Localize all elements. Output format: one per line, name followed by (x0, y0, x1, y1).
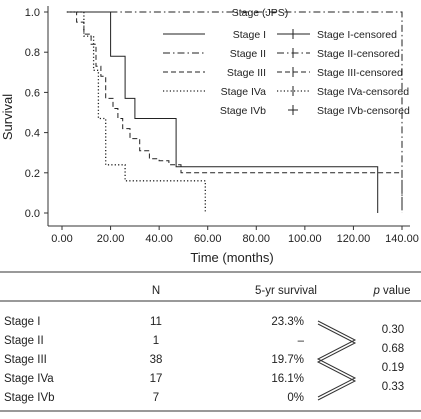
x-axis-title: Time (months) (190, 250, 273, 265)
p-italic: p (372, 285, 380, 297)
y-tick-label: 0.6 (25, 87, 40, 99)
x-tick-label: 80.00 (243, 233, 271, 245)
survival-curve-stage-i (66, 11, 379, 213)
table-survival-value: – (298, 335, 305, 347)
table-header-survival: 5-yr survival (255, 285, 317, 297)
legend-label: Stage IVb (220, 105, 266, 117)
legend-censored-label: Stage IVb-censored (317, 105, 410, 117)
legend-label: Stage IVa (221, 86, 266, 98)
y-tick-label: 0.8 (25, 47, 40, 59)
x-tick-label: 100.00 (288, 233, 322, 245)
legend-title: Stage (JPS) (232, 7, 289, 19)
table-n-value: 7 (153, 392, 159, 404)
table-stage-label: Stage II (4, 335, 44, 347)
survival-curve-stage-iva (66, 11, 206, 213)
legend-label: Stage III (227, 67, 266, 79)
table-stage-label: Stage IVa (4, 373, 54, 385)
p-value: 0.68 (382, 343, 404, 355)
x-tick-label: 0.00 (51, 233, 72, 245)
table-n-value: 11 (150, 316, 162, 328)
x-tick-label: 20.00 (97, 233, 125, 245)
y-tick-label: 0.2 (25, 168, 40, 180)
table-n-value: 1 (153, 335, 159, 347)
table-survival-value: 16.1% (271, 373, 304, 385)
y-axis-title: Survival (0, 94, 15, 140)
p-value: 0.19 (382, 362, 404, 374)
table-survival-value: 0% (287, 392, 304, 404)
p-rest: value (380, 285, 411, 297)
x-tick-label: 120.00 (337, 233, 371, 245)
y-tick-label: 0.4 (25, 128, 40, 140)
x-tick-label: 40.00 (145, 233, 173, 245)
legend-censored-label: Stage III-censored (317, 67, 403, 79)
zigzag-line (316, 320, 357, 398)
table-header-pvalue: p value (372, 285, 410, 297)
axis-ticks: 0.00 20.00 40.00 60.00 80.00 100.00 120.00 140.… (25, 7, 419, 245)
x-tick-label: 60.00 (194, 233, 222, 245)
survival-curve-stage-iii (66, 11, 403, 213)
y-tick-label: 0.0 (25, 208, 40, 220)
legend-censored-label: Stage II-censored (317, 48, 400, 60)
table-rows: Stage I 11 23.3% Stage II 1 – Stage III 38 19.7%… (4, 316, 305, 404)
legend: Stage (JPS) Stage I Stage II Stage III Stag… (163, 7, 410, 117)
table-n-value: 38 (150, 354, 163, 366)
legend-censored-label: Stage IVa-censored (317, 86, 409, 98)
table-stage-label: Stage IVb (4, 392, 55, 404)
table-header-n: N (152, 285, 160, 297)
zigzag-line-lower (316, 323, 357, 401)
legend-label: Stage II (230, 48, 266, 60)
table-stage-label: Stage I (4, 316, 40, 328)
table-n-value: 17 (150, 373, 163, 385)
table-stage-label: Stage III (4, 354, 47, 366)
legend-label: Stage I (233, 29, 266, 41)
survival-curve-stage-ii (66, 11, 403, 213)
table-survival-value: 19.7% (271, 354, 304, 366)
p-value: 0.33 (382, 381, 404, 393)
p-value: 0.30 (382, 324, 404, 336)
table-survival-value: 23.3% (271, 316, 304, 328)
legend-censored-label: Stage I-censored (317, 29, 397, 41)
survival-curves (66, 11, 403, 213)
x-tick-label: 140.00 (385, 233, 419, 245)
y-tick-label: 1.0 (25, 7, 40, 19)
comparison-zigzag: 0.30 0.68 0.19 0.33 (316, 320, 404, 401)
